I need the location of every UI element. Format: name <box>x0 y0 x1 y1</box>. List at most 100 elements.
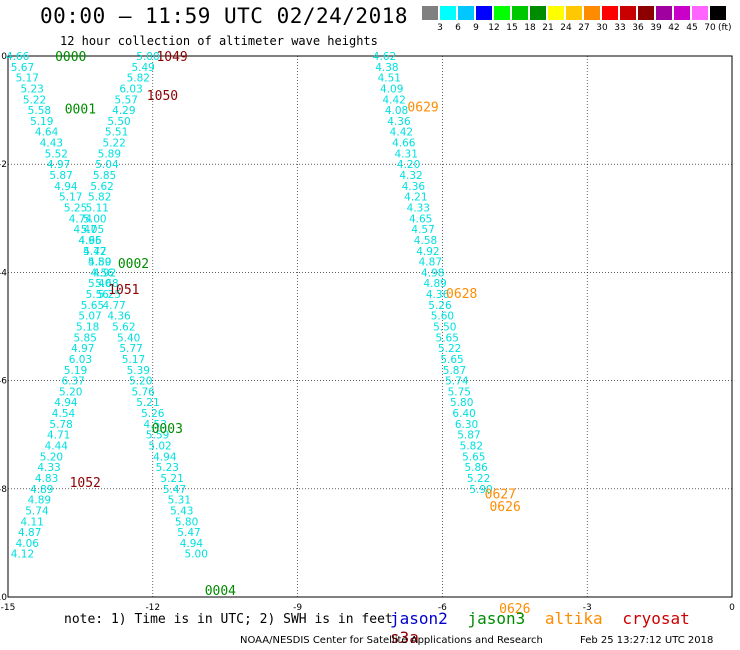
swh-point-label: 5.85 <box>93 170 116 182</box>
swh-point-label: 4.42 <box>390 127 413 139</box>
track-time-label: 0628 <box>446 287 477 302</box>
swh-point-label: 5.42 <box>83 246 106 258</box>
swh-point-label: 5.00 <box>83 213 106 225</box>
track-time-label: 0000 <box>55 50 86 65</box>
swh-point-label: 4.66 <box>78 235 102 247</box>
colorbar-swatch <box>530 6 547 20</box>
colorbar-swatch <box>638 6 655 20</box>
legend-jason3: jason3 <box>467 609 526 628</box>
swh-point-label: 4.65 <box>409 213 432 225</box>
swh-point-label: 4.54 <box>52 408 76 420</box>
track-time-label: 0002 <box>118 257 149 272</box>
plot-frame <box>7 55 733 598</box>
colorbar-swatch <box>674 6 691 20</box>
swh-point-label: 4.66 <box>6 51 30 63</box>
swh-point-label: 4.95 <box>78 235 101 247</box>
swh-point-label: 4.11 <box>20 516 43 528</box>
swh-point-label: 6.30 <box>455 419 478 431</box>
swh-point-label: 5.02 <box>148 441 171 453</box>
colorbar-label: 12 <box>488 23 500 33</box>
swh-point-label: 6.37 <box>61 376 84 388</box>
swh-point-label: 4.36 <box>387 116 411 128</box>
swh-point-label: 5.22 <box>23 94 46 106</box>
swh-point-label: 5.65 <box>81 300 104 312</box>
swh-point-label: 4.09 <box>380 83 403 95</box>
track-time-label: 0627 <box>485 488 516 503</box>
swh-point-label: 5.82 <box>127 73 150 85</box>
swh-point-label: 5.39 <box>127 365 150 377</box>
track-time-label: 0003 <box>152 422 183 437</box>
swh-point-label: 5.17 <box>16 73 39 85</box>
swh-point-label: 5.19 <box>64 365 87 377</box>
colorbar-swatch <box>566 6 583 20</box>
swh-point-label: 4.36 <box>426 289 450 301</box>
swh-point-label: 4.97 <box>71 343 94 355</box>
swh-point-label: 5.90 <box>469 484 492 496</box>
swh-point-label: 4.64 <box>35 127 59 139</box>
colorbar-label: 15 <box>506 23 518 33</box>
swh-point-label: 5.22 <box>467 473 490 485</box>
swh-point-label: 4.62 <box>373 51 396 63</box>
swh-point-label: 5.65 <box>436 332 459 344</box>
colorbar-label: 3 <box>437 23 443 33</box>
swh-point-label: 5.80 <box>175 516 198 528</box>
colorbar-label: 18 <box>524 23 536 33</box>
track-time-label: 1051 <box>108 283 139 298</box>
note-text: note: 1) Time is in UTC; 2) SWH is in fe… <box>64 612 393 627</box>
colorbar-label: 45 <box>686 23 698 33</box>
swh-point-label: 4.42 <box>382 94 405 106</box>
colorbar-label: 21 <box>542 23 554 33</box>
swh-point-label: 4.47 <box>74 224 97 236</box>
swh-point-label: 4.58 <box>414 235 437 247</box>
swh-point-label: 5.78 <box>49 419 72 431</box>
y-tick-label: -8 <box>0 485 7 495</box>
swh-point-label: 5.22 <box>102 138 125 150</box>
footer-timestamp: Feb 25 13:27:12 UTC 2018 <box>580 635 714 646</box>
swh-point-label: 5.07 <box>78 311 101 323</box>
swh-point-label: 4.53 <box>144 419 167 431</box>
swh-point-label: 4.94 <box>180 538 204 550</box>
swh-point-label: 5.89 <box>98 148 121 160</box>
colorbar-unit: (ft) <box>718 23 732 33</box>
swh-point-label: 5.74 <box>445 376 469 388</box>
track-time-label: 0001 <box>65 102 96 117</box>
swh-point-label: 5.65 <box>462 451 485 463</box>
swh-point-label: 5.56 <box>86 289 110 301</box>
swh-point-label: 5.59 <box>146 430 169 442</box>
swh-point-label: 4.83 <box>35 473 58 485</box>
swh-point-label: 5.87 <box>49 170 72 182</box>
satellite-legend: jason2 jason3 altika cryosat s3a <box>390 609 740 647</box>
swh-point-label: 5.05 <box>81 224 104 236</box>
swh-point-label: 4.20 <box>397 159 420 171</box>
swh-point-label: 4.74 <box>69 213 93 225</box>
swh-point-label: 5.67 <box>11 62 34 74</box>
swh-point-label: 5.58 <box>28 105 51 117</box>
colorbar-label: 24 <box>560 23 572 33</box>
swh-point-label: 4.89 <box>28 495 51 507</box>
colorbar-swatch <box>476 6 493 20</box>
swh-point-label: 5.49 <box>131 62 154 74</box>
swh-point-label: 4.33 <box>407 202 430 214</box>
colorbar-label: 39 <box>650 23 662 33</box>
y-tick-label: -2 <box>0 160 7 170</box>
swh-point-label: 6.03 <box>119 83 142 95</box>
x-tick-label: 0 <box>729 603 735 613</box>
colorbar-label: 27 <box>578 23 590 33</box>
track-time-label: 0629 <box>407 100 438 115</box>
swh-point-label: 5.52 <box>45 148 68 160</box>
colorbar-label: 70 <box>704 23 716 33</box>
swh-point-label: 4.71 <box>47 430 70 442</box>
swh-point-label: 4.44 <box>45 441 69 453</box>
track-time-label: 0626 <box>489 500 520 515</box>
swh-point-label: 5.87 <box>443 365 466 377</box>
swh-point-label: 5.62 <box>112 322 135 334</box>
swh-point-label: 5.40 <box>117 332 140 344</box>
footer-credit: NOAA/NESDIS Center for Satellite Applica… <box>240 635 543 646</box>
swh-point-label: 4.66 <box>392 138 416 150</box>
swh-point-label: 5.50 <box>88 257 111 269</box>
swh-point-label: 5.25 <box>64 202 87 214</box>
track-time-label: 1050 <box>147 89 178 104</box>
legend-cryosat: cryosat <box>622 609 690 628</box>
swh-point-label: 4.92 <box>416 246 439 258</box>
swh-point-label: 5.68 <box>95 278 118 290</box>
